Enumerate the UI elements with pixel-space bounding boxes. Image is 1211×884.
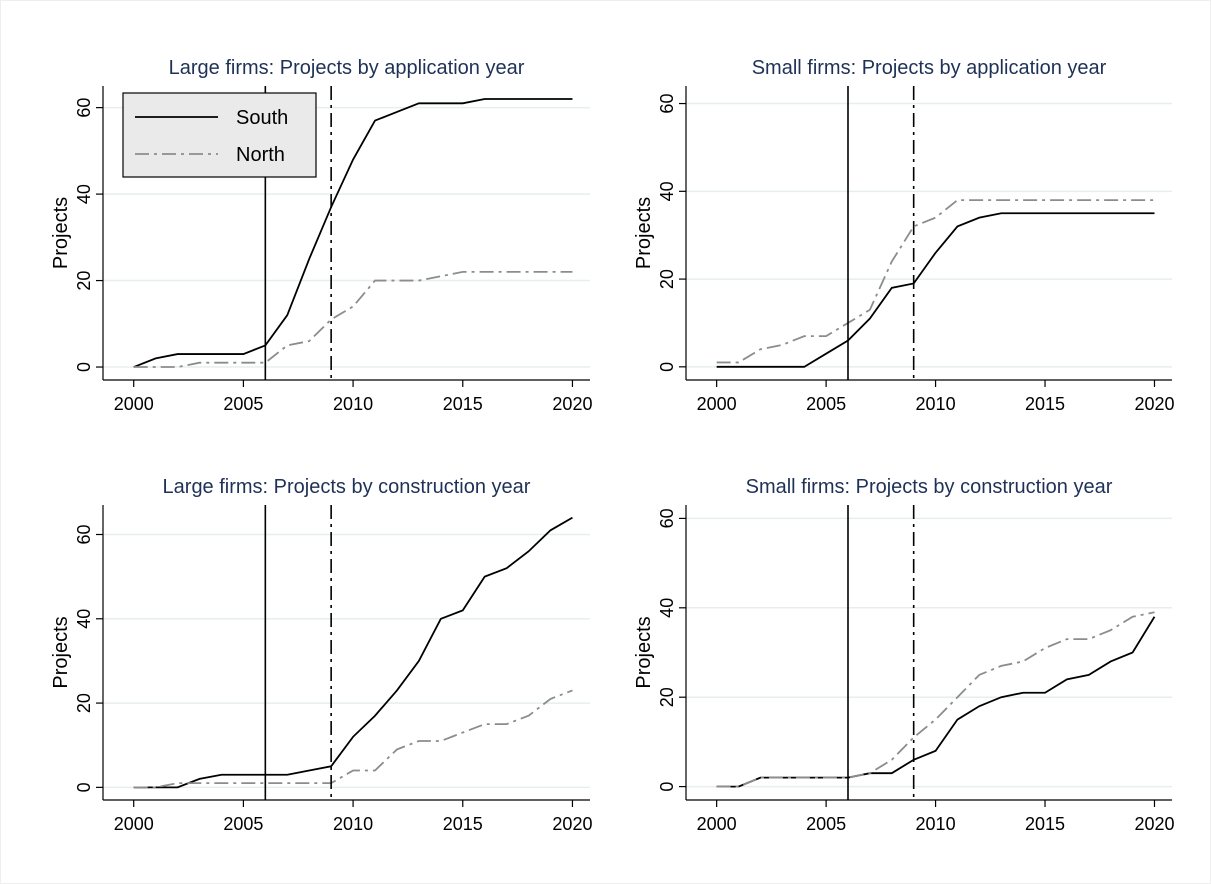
y-tick-label: 0 bbox=[74, 782, 94, 792]
y-tick-label: 60 bbox=[657, 94, 677, 114]
chart-title: Large firms: Projects by application yea… bbox=[169, 57, 525, 79]
x-tick-label: 2010 bbox=[916, 394, 956, 414]
x-tick-label: 2000 bbox=[697, 814, 737, 834]
series-line bbox=[716, 611, 1155, 788]
y-tick-label: 60 bbox=[74, 98, 94, 118]
y-tick-label: 20 bbox=[74, 693, 94, 713]
y-tick-label: 20 bbox=[657, 269, 677, 289]
y-axis-label: Projects bbox=[50, 616, 72, 688]
y-tick-label: 40 bbox=[74, 184, 94, 204]
x-tick-label: 2000 bbox=[697, 394, 737, 414]
series-line bbox=[716, 212, 1155, 368]
legend-label: South bbox=[236, 107, 288, 129]
y-tick-label: 40 bbox=[657, 181, 677, 201]
y-tick-label: 20 bbox=[657, 687, 677, 707]
x-tick-label: 2020 bbox=[1134, 394, 1174, 414]
y-tick-label: 0 bbox=[657, 782, 677, 792]
x-tick-label: 2010 bbox=[916, 814, 956, 834]
x-tick-label: 2005 bbox=[223, 394, 263, 414]
y-tick-label: 60 bbox=[657, 508, 677, 528]
y-axis-label: Projects bbox=[633, 616, 655, 688]
series-line bbox=[133, 516, 573, 789]
x-tick-label: 2015 bbox=[443, 394, 483, 414]
x-tick-label: 2015 bbox=[443, 814, 483, 834]
chart-title: Small firms: Projects by application yea… bbox=[752, 57, 1107, 79]
x-tick-label: 2005 bbox=[806, 814, 846, 834]
series-line bbox=[133, 98, 573, 368]
y-tick-label: 0 bbox=[657, 362, 677, 372]
x-tick-label: 2020 bbox=[552, 394, 592, 414]
y-tick-label: 40 bbox=[657, 598, 677, 618]
y-axis-label: Projects bbox=[633, 197, 655, 269]
series-line bbox=[716, 199, 1155, 364]
y-tick-label: 40 bbox=[74, 609, 94, 629]
x-tick-label: 2000 bbox=[114, 814, 154, 834]
legend-box bbox=[122, 92, 317, 178]
y-tick-label: 0 bbox=[74, 362, 94, 372]
series-line bbox=[133, 689, 573, 789]
x-tick-label: 2000 bbox=[114, 394, 154, 414]
legend-label: North bbox=[236, 144, 285, 166]
y-axis-label: Projects bbox=[50, 197, 72, 269]
y-tick-label: 20 bbox=[74, 271, 94, 291]
chart-title: Small firms: Projects by construction ye… bbox=[746, 476, 1113, 498]
x-tick-label: 2015 bbox=[1025, 394, 1065, 414]
x-tick-label: 2010 bbox=[333, 394, 373, 414]
x-tick-label: 2005 bbox=[223, 814, 263, 834]
chart-title: Large firms: Projects by construction ye… bbox=[163, 476, 531, 498]
series-line bbox=[133, 271, 573, 368]
x-tick-label: 2005 bbox=[806, 394, 846, 414]
x-tick-label: 2010 bbox=[333, 814, 373, 834]
x-tick-label: 2020 bbox=[552, 814, 592, 834]
x-tick-label: 2020 bbox=[1134, 814, 1174, 834]
x-tick-label: 2015 bbox=[1025, 814, 1065, 834]
y-tick-label: 60 bbox=[74, 524, 94, 544]
